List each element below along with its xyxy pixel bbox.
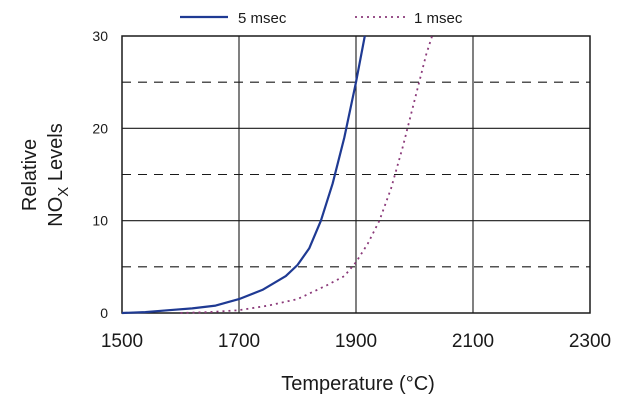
x-tick-label-2100: 2100 [452, 331, 494, 352]
series-line-5msec [121, 35, 366, 315]
series-layer [121, 35, 433, 315]
y-axis-title-main: NO [45, 197, 67, 227]
y-axis-title-line2: NOX Levels [45, 123, 72, 226]
x-axis-title: Temperature (°C) [281, 373, 435, 395]
y-tick-label-20: 20 [92, 120, 108, 136]
y-tick-label-10: 10 [92, 213, 108, 229]
x-tick-label-2300: 2300 [569, 331, 611, 352]
y-axis-title: Relative NOX Levels [19, 123, 72, 226]
plot-frame [121, 35, 591, 314]
x-tick-label-1700: 1700 [218, 331, 260, 352]
y-axis-title-line1: Relative [19, 139, 41, 211]
y-tick-label-30: 30 [92, 28, 108, 44]
y-tick-labels: 0 10 20 30 [92, 28, 108, 321]
x-tick-label-1900: 1900 [335, 331, 377, 352]
legend: 5 msec 1 msec [180, 10, 463, 27]
y-tick-label-0: 0 [100, 305, 108, 321]
x-tick-label-1500: 1500 [101, 331, 143, 352]
legend-label-5msec: 5 msec [238, 10, 287, 27]
x-tick-labels: 1500 1700 1900 2100 2300 [101, 331, 611, 352]
y-axis-title-tail: Levels [45, 123, 67, 186]
y-axis-title-subscript: X [55, 187, 72, 197]
legend-label-1msec: 1 msec [414, 10, 463, 27]
